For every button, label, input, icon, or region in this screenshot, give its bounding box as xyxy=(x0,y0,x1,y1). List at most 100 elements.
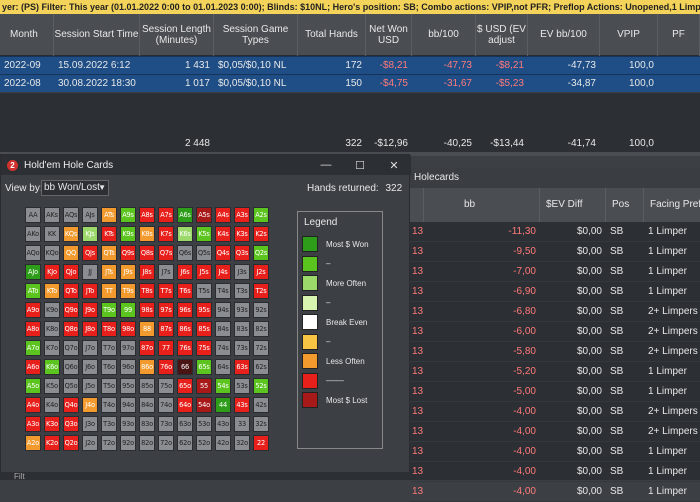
hand-cell[interactable]: 97o xyxy=(120,340,136,356)
holecards-row[interactable]: 13 -5,80 $0,00 SB 2+ Limpers xyxy=(410,342,700,362)
hand-cell[interactable]: J6o xyxy=(82,359,98,375)
hand-cell[interactable]: 72o xyxy=(158,435,174,451)
hand-cell[interactable]: 42o xyxy=(215,435,231,451)
hand-cell[interactable]: J9s xyxy=(120,264,136,280)
hand-cell[interactable]: 62o xyxy=(177,435,193,451)
hand-cell[interactable]: KQo xyxy=(44,245,60,261)
hand-cell[interactable]: T9s xyxy=(120,283,136,299)
hand-cell[interactable]: A5s xyxy=(196,207,212,223)
hand-cell[interactable]: K4o xyxy=(44,397,60,413)
hand-cell[interactable]: Q6o xyxy=(63,359,79,375)
col-header-session-start[interactable]: Session Start Time xyxy=(54,14,140,56)
holecards-row[interactable]: 13 -4,00 $0,00 SB 1 Limper xyxy=(410,482,700,502)
col-header-pfr[interactable]: PF xyxy=(658,14,700,56)
holecards-row[interactable]: 13 -4,00 $0,00 SB 1 Limper xyxy=(410,462,700,482)
hand-cell[interactable]: K6o xyxy=(44,359,60,375)
hand-cell[interactable]: 55 xyxy=(196,378,212,394)
hand-cell[interactable]: J3o xyxy=(82,416,98,432)
hand-cell[interactable]: J4s xyxy=(215,264,231,280)
hand-cell[interactable]: Q5o xyxy=(63,378,79,394)
col-header-ev-bb100[interactable]: EV bb/100 xyxy=(528,14,600,56)
hand-cell[interactable]: QQ xyxy=(63,245,79,261)
hand-cell[interactable]: J3s xyxy=(234,264,250,280)
hand-cell[interactable]: 85o xyxy=(139,378,155,394)
hand-cell[interactable]: 43s xyxy=(234,397,250,413)
hand-cell[interactable]: 86o xyxy=(139,359,155,375)
hand-cell[interactable]: 33 xyxy=(234,416,250,432)
hand-cell[interactable]: 75s xyxy=(196,340,212,356)
hand-cell[interactable]: Q2s xyxy=(253,245,269,261)
hand-cell[interactable]: 72s xyxy=(253,340,269,356)
hand-cell[interactable]: 87o xyxy=(139,340,155,356)
col-header-session-length[interactable]: Session Length (Minutes) xyxy=(140,14,214,56)
table-row[interactable]: 2022-08 30.08.2022 18:30 1 017 $0,05/$0,… xyxy=(0,74,700,92)
hand-cell[interactable]: T6s xyxy=(177,283,193,299)
hand-cell[interactable]: J4o xyxy=(82,397,98,413)
hand-cell[interactable]: 94s xyxy=(215,302,231,318)
hand-cell[interactable]: 86s xyxy=(177,321,193,337)
col-header-game-types[interactable]: Session Game Types xyxy=(214,14,298,56)
hand-cell[interactable]: QJo xyxy=(63,264,79,280)
hand-cell[interactable]: 53o xyxy=(196,416,212,432)
hand-cell[interactable]: 75o xyxy=(158,378,174,394)
hand-cell[interactable]: KJo xyxy=(44,264,60,280)
hand-cell[interactable]: 92s xyxy=(253,302,269,318)
hand-cell[interactable]: QJs xyxy=(82,245,98,261)
hand-cell[interactable]: KTo xyxy=(44,283,60,299)
hand-cell[interactable]: 74o xyxy=(158,397,174,413)
hand-cell[interactable]: 52o xyxy=(196,435,212,451)
hand-cell[interactable]: T5o xyxy=(101,378,117,394)
hand-cell[interactable]: AQs xyxy=(63,207,79,223)
hand-cell[interactable]: T3s xyxy=(234,283,250,299)
hand-cell[interactable]: K7s xyxy=(158,226,174,242)
hand-cell[interactable]: A8s xyxy=(139,207,155,223)
hand-cell[interactable]: KTs xyxy=(101,226,117,242)
hand-cell[interactable]: 74s xyxy=(215,340,231,356)
hand-cell[interactable]: K4s xyxy=(215,226,231,242)
hand-cell[interactable]: 92o xyxy=(120,435,136,451)
hand-cell[interactable]: AKs xyxy=(44,207,60,223)
hand-cell[interactable]: T8s xyxy=(139,283,155,299)
holecards-row[interactable]: 13 -9,50 $0,00 SB 1 Limper xyxy=(410,242,700,262)
hand-cell[interactable]: A8o xyxy=(25,321,41,337)
col-header-ev-usd[interactable]: $ USD (EV adjust xyxy=(476,14,528,56)
holecards-row[interactable]: 13 -4,00 $0,00 SB 2+ Limpers xyxy=(410,402,700,422)
col-header-net-won[interactable]: Net Won USD xyxy=(366,14,412,56)
hand-cell[interactable]: JJ xyxy=(82,264,98,280)
hand-cell[interactable]: J5s xyxy=(196,264,212,280)
hand-cell[interactable]: J8o xyxy=(82,321,98,337)
hand-cell[interactable]: T5s xyxy=(196,283,212,299)
hand-cell[interactable]: Q9o xyxy=(63,302,79,318)
hand-cell[interactable]: A6o xyxy=(25,359,41,375)
hand-cell[interactable]: 97s xyxy=(158,302,174,318)
hand-cell[interactable]: T3o xyxy=(101,416,117,432)
col-header-facing[interactable]: Facing Preflo xyxy=(650,199,700,210)
hand-cell[interactable]: ATs xyxy=(101,207,117,223)
hand-cell[interactable]: A9s xyxy=(120,207,136,223)
hand-cell[interactable]: T7s xyxy=(158,283,174,299)
hand-cell[interactable]: 63o xyxy=(177,416,193,432)
hand-cell[interactable]: AJo xyxy=(25,264,41,280)
hand-cell[interactable]: 44 xyxy=(215,397,231,413)
hand-cell[interactable]: AQo xyxy=(25,245,41,261)
hand-cell[interactable]: 77 xyxy=(158,340,174,356)
hand-cell[interactable]: Q5s xyxy=(196,245,212,261)
hand-cell[interactable]: 63s xyxy=(234,359,250,375)
table-row[interactable]: 2022-09 15.09.2022 6:12 1 431 $0,05/$0,1… xyxy=(0,56,700,74)
hand-cell[interactable]: A3o xyxy=(25,416,41,432)
hand-cell[interactable]: K5o xyxy=(44,378,60,394)
hand-cell[interactable]: A4s xyxy=(215,207,231,223)
hand-cell[interactable]: T9o xyxy=(101,302,117,318)
holecards-row[interactable]: 13 -6,80 $0,00 SB 2+ Limpers xyxy=(410,302,700,322)
holecards-row[interactable]: 13 -4,00 $0,00 SB 2+ Limpers xyxy=(410,422,700,442)
hand-cell[interactable]: 93o xyxy=(120,416,136,432)
hand-cell[interactable]: J2s xyxy=(253,264,269,280)
holecards-row[interactable]: 13 -4,00 $0,00 SB 1 Limper xyxy=(410,442,700,462)
hand-cell[interactable]: 62s xyxy=(253,359,269,375)
hand-cell[interactable]: 88 xyxy=(139,321,155,337)
hand-cell[interactable]: A2s xyxy=(253,207,269,223)
col-header-month[interactable]: Month xyxy=(0,14,54,56)
hand-cell[interactable]: 42s xyxy=(253,397,269,413)
hand-cell[interactable]: 65o xyxy=(177,378,193,394)
hand-cell[interactable]: K2o xyxy=(44,435,60,451)
